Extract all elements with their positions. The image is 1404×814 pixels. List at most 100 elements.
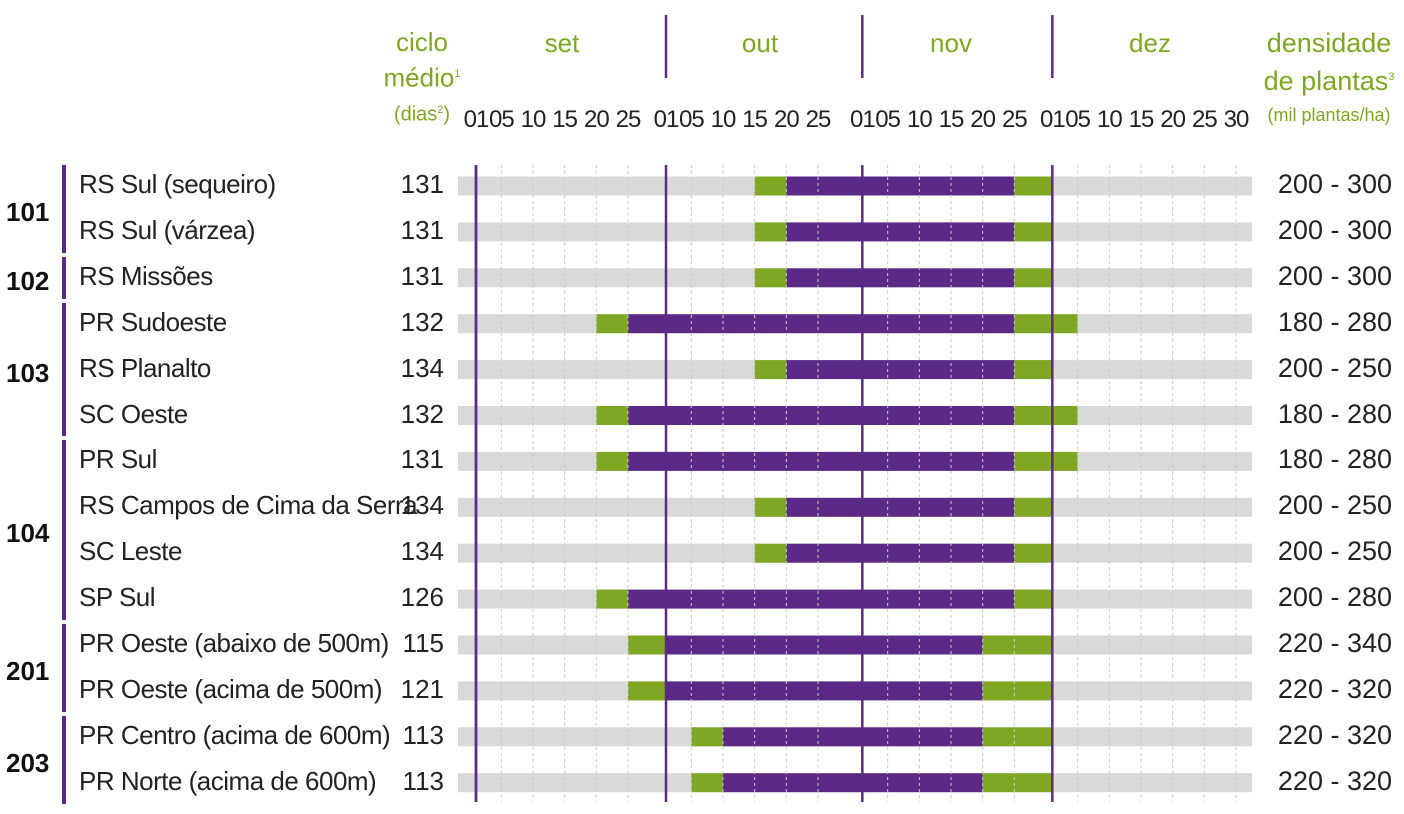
tick-label: 20 <box>773 106 800 133</box>
density-value: 200 - 250 <box>1277 352 1392 383</box>
density-value: 200 - 280 <box>1277 582 1392 613</box>
group-label: 201 <box>6 655 50 686</box>
group-bracket <box>62 624 66 712</box>
density-column-header: densidade de plantas3 (mil plantas/ha) <box>1256 26 1402 132</box>
cycle-value: 132 <box>400 306 444 337</box>
region-label: RS Missões <box>79 260 213 291</box>
tick-label: 01 <box>1039 106 1066 133</box>
cycle-value: 126 <box>400 582 444 613</box>
cycle-value: 131 <box>400 260 444 291</box>
cycle-value: 113 <box>402 765 444 796</box>
cycle-unit-close: ) <box>443 103 451 126</box>
tick-label: 25 <box>1191 106 1218 133</box>
tolerated-period-bar <box>628 635 666 655</box>
density-footnote-mark: 3 <box>1388 71 1395 83</box>
tolerated-period-bar <box>1014 497 1053 517</box>
region-label: RS Sul (várzea) <box>79 214 256 245</box>
group-label: 203 <box>6 747 50 778</box>
density-unit: (mil plantas/ha) <box>1267 105 1391 125</box>
month-label: set <box>544 28 580 58</box>
tick-label: 01 <box>849 106 876 133</box>
tick-label: 15 <box>1128 106 1155 133</box>
recommended-period-bar <box>628 314 1015 334</box>
cycle-column-header: ciclo médio1 (dias2) <box>378 26 466 130</box>
tolerated-period-bar <box>628 681 666 701</box>
tolerated-period-bar <box>754 268 787 288</box>
tolerated-period-bar <box>982 635 1053 655</box>
cycle-value: 134 <box>400 536 444 567</box>
region-label: RS Campos de Cima da Serra <box>79 490 418 521</box>
cycle-value: 132 <box>400 398 444 429</box>
tick-label: 15 <box>552 106 578 133</box>
recommended-period-bar <box>666 635 983 655</box>
tolerated-period-bar <box>1014 176 1053 196</box>
density-value: 200 - 300 <box>1277 169 1392 199</box>
group-bracket <box>62 715 66 804</box>
region-label: SC Oeste <box>79 398 188 429</box>
recommended-period-bar <box>786 222 1015 242</box>
density-value: 220 - 340 <box>1277 628 1392 658</box>
tick-label: 05 <box>488 106 515 133</box>
density-value: 220 - 320 <box>1277 719 1392 750</box>
density-value: 200 - 300 <box>1277 214 1392 245</box>
tick-label: 20 <box>583 106 610 133</box>
tolerated-period-bar <box>1014 406 1078 425</box>
tick-label: 25 <box>805 106 832 133</box>
tick-label: 01 <box>463 106 490 133</box>
recommended-period-bar <box>786 543 1015 563</box>
tolerated-period-bar <box>754 176 787 196</box>
cycle-title-line-2: médio1 <box>378 58 466 94</box>
tolerated-period-bar <box>1014 543 1053 563</box>
density-value: 180 - 280 <box>1277 398 1392 429</box>
density-value: 200 - 250 <box>1277 490 1392 521</box>
recommended-period-bar <box>628 406 1015 425</box>
recommended-period-bar <box>786 360 1015 380</box>
region-label: PR Centro (acima de 600m) <box>79 719 391 750</box>
cycle-title-text: médio <box>383 62 455 93</box>
cycle-value: 134 <box>400 490 444 521</box>
tick-label: 15 <box>938 106 965 133</box>
tolerated-period-bar <box>691 727 723 747</box>
tick-label: 20 <box>970 106 996 133</box>
region-label: PR Sul <box>79 444 157 475</box>
tolerated-period-bar <box>1014 589 1053 609</box>
recommended-period-bar <box>628 451 1015 471</box>
tolerated-period-bar <box>754 543 787 563</box>
recommended-period-bar <box>628 589 1015 609</box>
tick-label: 10 <box>710 106 737 133</box>
tick-label: 05 <box>678 106 705 133</box>
cycle-value: 131 <box>400 169 444 199</box>
density-value: 200 - 300 <box>1277 260 1392 291</box>
group-label: 102 <box>6 265 50 296</box>
density-value: 220 - 320 <box>1277 673 1392 704</box>
recommended-period-bar <box>723 727 983 747</box>
tick-label: 15 <box>742 106 768 133</box>
group-label: 101 <box>6 196 50 227</box>
region-label: RS Sul (sequeiro) <box>79 169 276 199</box>
cycle-value: 113 <box>402 719 444 750</box>
tolerated-period-bar <box>596 314 628 334</box>
cycle-value: 121 <box>400 673 444 704</box>
region-label: PR Oeste (abaixo de 500m) <box>79 628 389 658</box>
cycle-value: 134 <box>400 352 444 383</box>
tolerated-period-bar <box>982 773 1053 793</box>
region-label: SC Leste <box>79 536 182 567</box>
region-label: PR Oeste (acima de 500m) <box>79 673 383 704</box>
recommended-period-bar <box>786 497 1015 517</box>
cycle-unit: (dias2) <box>378 94 466 131</box>
group-bracket <box>62 440 66 621</box>
tick-label: 10 <box>906 106 933 133</box>
group-bracket <box>62 302 66 437</box>
cycle-unit-open: (dias <box>393 103 438 126</box>
tolerated-period-bar <box>1014 360 1053 380</box>
tick-label: 25 <box>1001 106 1028 133</box>
group-bracket <box>62 256 66 299</box>
density-value: 180 - 280 <box>1277 444 1392 475</box>
tolerated-period-bar <box>754 497 787 517</box>
tolerated-period-bar <box>596 451 628 471</box>
density-value: 180 - 280 <box>1277 306 1392 337</box>
tolerated-period-bar <box>1014 451 1078 471</box>
month-label: out <box>741 28 779 58</box>
cycle-value: 115 <box>402 628 444 658</box>
region-label: SP Sul <box>79 582 156 613</box>
